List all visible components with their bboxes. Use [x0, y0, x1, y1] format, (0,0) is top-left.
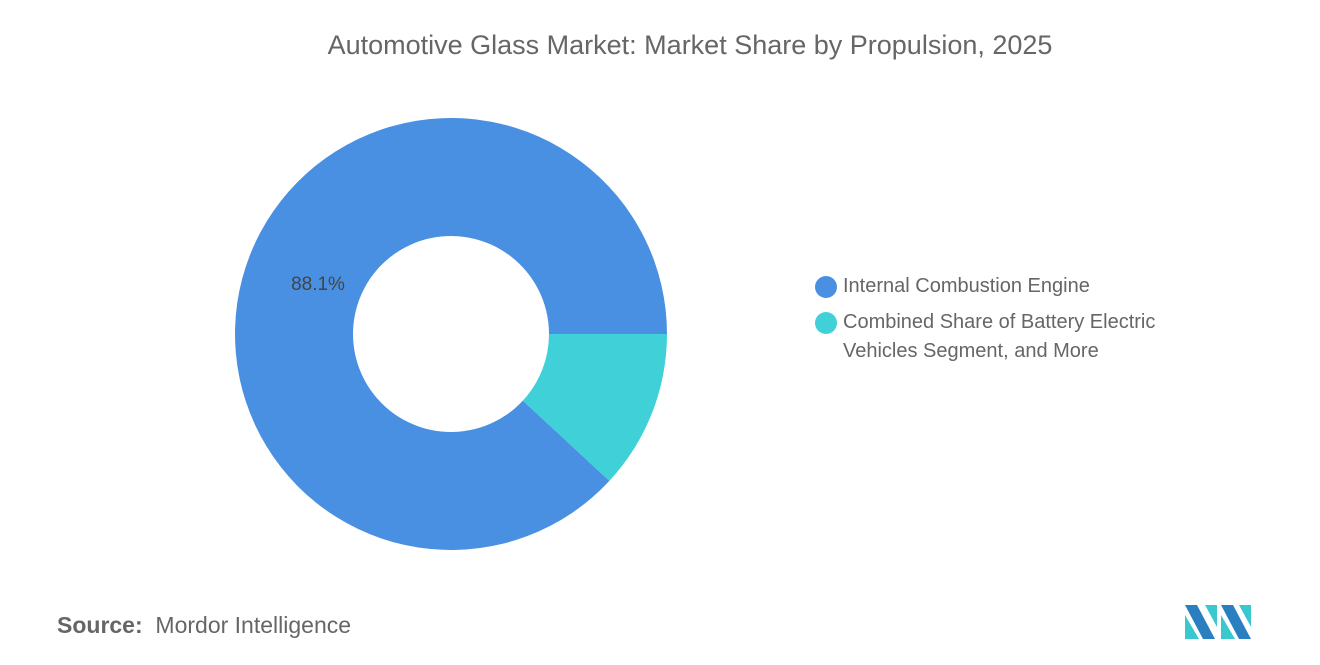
- slice-data-label: 88.1%: [291, 274, 345, 295]
- legend-label: Internal Combustion Engine: [843, 275, 1090, 297]
- legend-label: Combined Share of Battery Electric Vehicl…: [843, 311, 1156, 362]
- legend-marker-icon: [815, 312, 837, 334]
- source-note: Source: Mordor Intelligence: [57, 612, 352, 638]
- donut-slice-1[interactable]: [522, 334, 667, 481]
- legend-marker-icon: [815, 276, 837, 298]
- legend-item-ice[interactable]: Internal Combustion Engine: [815, 272, 1155, 301]
- chart-title: Automotive Glass Market: Market Share by…: [327, 30, 1053, 60]
- legend-item-bev[interactable]: Combined Share of Battery Electric Vehicl…: [815, 308, 1155, 366]
- mordor-logo-icon: [1185, 605, 1251, 639]
- legend: Internal Combustion Engine Combined Shar…: [815, 272, 1155, 373]
- donut-slice-0[interactable]: [235, 118, 667, 550]
